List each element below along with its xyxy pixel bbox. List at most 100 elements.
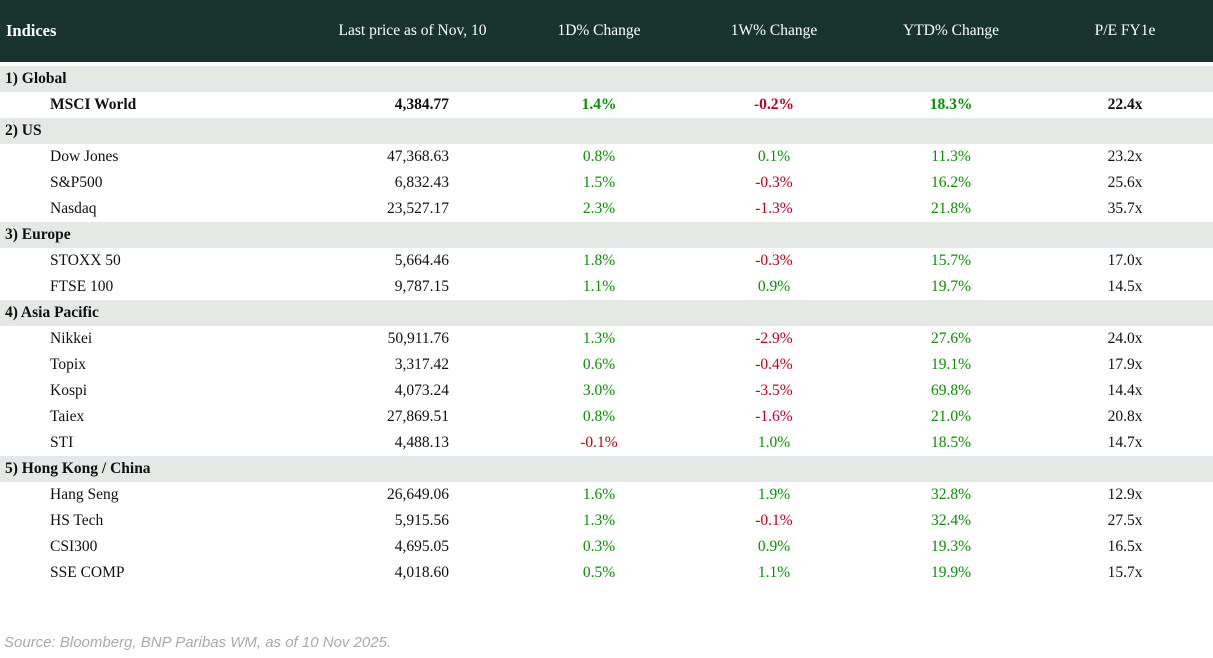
table-row: Kospi 4,073.24 3.0% -3.5% 69.8% 14.4x bbox=[0, 378, 1213, 404]
section-row: 3) Europe bbox=[0, 222, 1213, 248]
change-1w: -0.3% bbox=[755, 174, 793, 191]
table-row: Dow Jones 47,368.63 0.8% 0.1% 11.3% 23.2x bbox=[0, 144, 1213, 170]
change-1d: 0.8% bbox=[582, 148, 616, 165]
last-price: 50,911.76 bbox=[387, 330, 449, 347]
column-header-pe: P/E FY1e bbox=[1094, 22, 1156, 40]
source-note: Source: Bloomberg, BNP Paribas WM, as of… bbox=[4, 634, 392, 651]
last-price: 3,317.42 bbox=[394, 356, 449, 373]
index-name: STOXX 50 bbox=[50, 252, 121, 269]
last-price: 5,664.46 bbox=[394, 252, 449, 269]
change-1d: 1.6% bbox=[582, 486, 616, 503]
change-1w: -2.9% bbox=[755, 330, 793, 347]
change-1d: 1.5% bbox=[582, 174, 616, 191]
change-1w: -0.4% bbox=[755, 356, 793, 373]
index-name: Kospi bbox=[50, 382, 88, 399]
column-header-indices: Indices bbox=[6, 20, 57, 40]
change-1w: 1.0% bbox=[757, 434, 791, 451]
change-1w: -0.2% bbox=[753, 96, 795, 113]
change-ytd: 21.8% bbox=[930, 200, 972, 217]
last-price: 4,488.13 bbox=[394, 434, 449, 451]
index-name: HS Tech bbox=[50, 512, 104, 529]
pe-value: 17.9x bbox=[1107, 356, 1143, 373]
change-ytd: 19.7% bbox=[930, 278, 972, 295]
index-name: MSCI World bbox=[50, 96, 137, 113]
index-name: STI bbox=[50, 434, 74, 451]
change-ytd: 32.8% bbox=[930, 486, 972, 503]
change-1w: -0.3% bbox=[755, 252, 793, 269]
change-ytd: 27.6% bbox=[930, 330, 972, 347]
pe-value: 12.9x bbox=[1107, 486, 1143, 503]
last-price: 47,368.63 bbox=[387, 148, 449, 165]
last-price: 27,869.51 bbox=[387, 408, 449, 425]
pe-value: 20.8x bbox=[1107, 408, 1143, 425]
change-ytd: 19.3% bbox=[930, 538, 972, 555]
change-1w: -1.6% bbox=[755, 408, 793, 425]
pe-value: 14.5x bbox=[1107, 278, 1143, 295]
last-price: 26,649.06 bbox=[387, 486, 449, 503]
index-name: Nasdaq bbox=[50, 200, 97, 217]
section-row: 1) Global bbox=[0, 66, 1213, 92]
change-ytd: 11.3% bbox=[931, 148, 971, 165]
change-ytd: 69.8% bbox=[930, 382, 972, 399]
change-1w: 0.9% bbox=[757, 278, 791, 295]
table-row: STOXX 50 5,664.46 1.8% -0.3% 15.7% 17.0x bbox=[0, 248, 1213, 274]
pe-value: 35.7x bbox=[1107, 200, 1143, 217]
change-1d: 0.8% bbox=[582, 408, 616, 425]
table-row: CSI300 4,695.05 0.3% 0.9% 19.3% 16.5x bbox=[0, 534, 1213, 560]
table-row: Topix 3,317.42 0.6% -0.4% 19.1% 17.9x bbox=[0, 352, 1213, 378]
last-price: 5,915.56 bbox=[394, 512, 449, 529]
column-header-last-price: Last price as of Nov, 10 bbox=[310, 0, 515, 62]
change-1d: 1.3% bbox=[582, 512, 616, 529]
change-ytd: 32.4% bbox=[930, 512, 972, 529]
change-1d: 0.6% bbox=[582, 356, 616, 373]
change-1w: -0.1% bbox=[755, 512, 793, 529]
table-row: Hang Seng 26,649.06 1.6% 1.9% 32.8% 12.9x bbox=[0, 482, 1213, 508]
section-row: 4) Asia Pacific bbox=[0, 300, 1213, 326]
last-price: 4,018.60 bbox=[394, 564, 449, 581]
table-row: MSCI World 4,384.77 1.4% -0.2% 18.3% 22.4x bbox=[0, 92, 1213, 118]
change-1d: 1.3% bbox=[582, 330, 616, 347]
last-price: 4,073.24 bbox=[394, 382, 449, 399]
index-name: Dow Jones bbox=[50, 148, 119, 165]
change-1d: 2.3% bbox=[582, 200, 616, 217]
change-1w: -3.5% bbox=[755, 382, 793, 399]
table-row: SSE COMP 4,018.60 0.5% 1.1% 19.9% 15.7x bbox=[0, 560, 1213, 586]
pe-value: 22.4x bbox=[1107, 96, 1143, 113]
index-name: Nikkei bbox=[50, 330, 93, 347]
section-row: 2) US bbox=[0, 118, 1213, 144]
pe-value: 16.5x bbox=[1107, 538, 1143, 555]
change-ytd: 21.0% bbox=[930, 408, 972, 425]
pe-value: 14.7x bbox=[1107, 434, 1143, 451]
change-ytd: 19.9% bbox=[930, 564, 972, 581]
table-body: 1) Global MSCI World 4,384.77 1.4% -0.2% 18.3… bbox=[0, 66, 1213, 586]
table-row: Nikkei 50,911.76 1.3% -2.9% 27.6% 24.0x bbox=[0, 326, 1213, 352]
pe-value: 25.6x bbox=[1107, 174, 1143, 191]
index-name: Taiex bbox=[50, 408, 85, 425]
change-1d: 3.0% bbox=[582, 382, 616, 399]
change-1w: 0.1% bbox=[757, 148, 791, 165]
change-ytd: 18.3% bbox=[929, 96, 973, 113]
last-price: 23,527.17 bbox=[387, 200, 449, 217]
index-name: Topix bbox=[50, 356, 86, 373]
change-ytd: 16.2% bbox=[930, 174, 972, 191]
change-1w: -1.3% bbox=[755, 200, 793, 217]
change-1d: 1.1% bbox=[582, 278, 616, 295]
change-1w: 1.9% bbox=[757, 486, 791, 503]
change-1d: 0.3% bbox=[582, 538, 616, 555]
index-name: S&P500 bbox=[50, 174, 103, 191]
last-price: 9,787.15 bbox=[394, 278, 449, 295]
table-row: STI 4,488.13 -0.1% 1.0% 18.5% 14.7x bbox=[0, 430, 1213, 456]
table-row: Nasdaq 23,527.17 2.3% -1.3% 21.8% 35.7x bbox=[0, 196, 1213, 222]
column-header-1d-change: 1D% Change bbox=[557, 22, 641, 40]
pe-value: 24.0x bbox=[1107, 330, 1143, 347]
change-1d: -0.1% bbox=[580, 434, 618, 451]
section-row: 5) Hong Kong / China bbox=[0, 456, 1213, 482]
change-1w: 1.1% bbox=[757, 564, 791, 581]
last-price: 4,695.05 bbox=[394, 538, 449, 555]
index-name: SSE COMP bbox=[50, 564, 125, 581]
change-1w: 0.9% bbox=[757, 538, 791, 555]
index-name: CSI300 bbox=[50, 538, 98, 555]
change-1d: 0.5% bbox=[582, 564, 616, 581]
pe-value: 14.4x bbox=[1107, 382, 1143, 399]
header-gap bbox=[0, 62, 1213, 66]
